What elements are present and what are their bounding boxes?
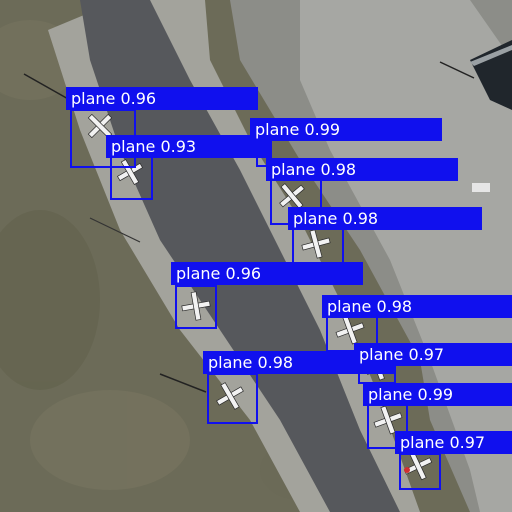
detection-label: plane 0.96 xyxy=(66,87,258,110)
bounding-box xyxy=(110,155,153,200)
class-name: plane xyxy=(71,89,116,108)
class-name: plane xyxy=(327,297,372,316)
confidence-score: 0.98 xyxy=(376,297,413,316)
bounding-box xyxy=(358,364,396,384)
detection-label: plane 0.96 xyxy=(171,262,363,285)
class-name: plane xyxy=(368,385,413,404)
class-name: plane xyxy=(176,264,221,283)
confidence-score: 0.98 xyxy=(320,160,357,179)
confidence-score: 0.98 xyxy=(342,209,379,228)
detection-label: plane 0.93 xyxy=(106,135,272,158)
confidence-score: 0.99 xyxy=(304,120,341,139)
bounding-box xyxy=(399,453,441,490)
class-name: plane xyxy=(359,345,404,364)
class-name: plane xyxy=(111,137,156,156)
bounding-box xyxy=(207,373,258,424)
detection-label: plane 0.97 xyxy=(354,343,512,366)
detection-label: plane 0.98 xyxy=(266,158,458,181)
detection-label: plane 0.99 xyxy=(363,383,512,406)
confidence-score: 0.97 xyxy=(449,433,486,452)
class-name: plane xyxy=(293,209,338,228)
confidence-score: 0.98 xyxy=(257,353,294,372)
detection-label: plane 0.98 xyxy=(322,295,512,318)
confidence-score: 0.99 xyxy=(417,385,454,404)
bounding-box xyxy=(292,226,344,264)
bounding-box xyxy=(175,285,217,329)
confidence-score: 0.96 xyxy=(225,264,262,283)
detection-label: plane 0.98 xyxy=(288,207,482,230)
confidence-score: 0.97 xyxy=(408,345,445,364)
confidence-score: 0.96 xyxy=(120,89,157,108)
class-name: plane xyxy=(208,353,253,372)
class-name: plane xyxy=(400,433,445,452)
confidence-score: 0.93 xyxy=(160,137,197,156)
bounding-box xyxy=(256,141,268,167)
detection-label: plane 0.97 xyxy=(395,431,512,454)
class-name: plane xyxy=(255,120,300,139)
class-name: plane xyxy=(271,160,316,179)
detection-label: plane 0.99 xyxy=(250,118,442,141)
detection-label: plane 0.98 xyxy=(203,351,395,374)
